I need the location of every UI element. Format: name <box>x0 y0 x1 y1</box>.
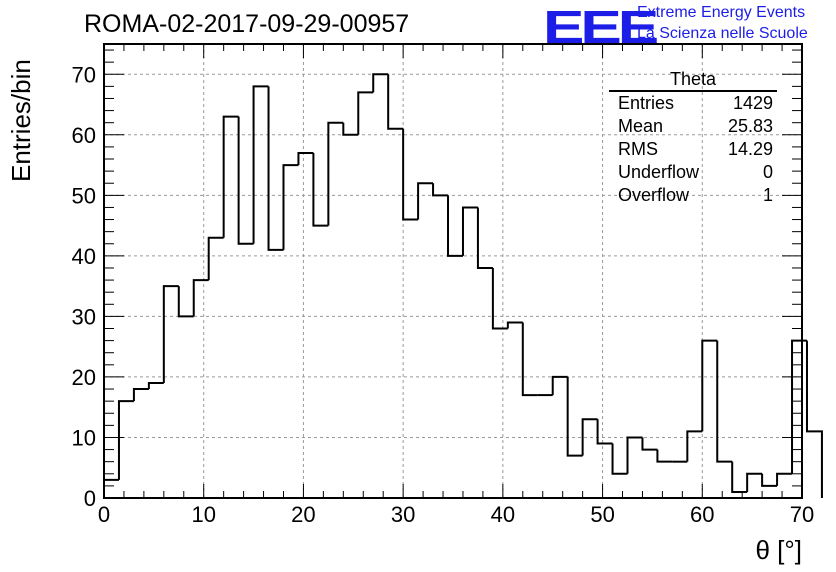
histogram-bin <box>641 437 658 451</box>
histogram-bin <box>147 381 164 390</box>
histogram-bin <box>342 122 359 136</box>
stats-row-mean: Mean 25.83 <box>609 115 777 138</box>
histogram-bin <box>372 73 389 93</box>
y-tick-label: 20 <box>72 365 96 390</box>
histogram-bin <box>581 418 598 456</box>
histogram-bin <box>731 461 748 493</box>
stats-label: Overflow <box>618 185 690 205</box>
stats-row-underflow: Underflow 0 <box>609 161 777 184</box>
histogram-bin <box>805 340 823 498</box>
histogram-bin <box>177 286 194 318</box>
brand-line-2: La Scienza nelle Scuole <box>637 25 808 42</box>
stats-row-overflow: Overflow 1 <box>609 184 777 207</box>
histogram-bin <box>626 436 643 474</box>
x-tick-label: 30 <box>391 502 415 527</box>
histogram-bin <box>611 443 628 475</box>
histogram-bin <box>252 85 269 244</box>
stats-label: Entries <box>618 93 675 113</box>
histogram-bin <box>312 152 329 227</box>
histogram-bin <box>566 376 583 457</box>
histogram-bin <box>551 375 568 396</box>
histogram-bin <box>357 91 374 135</box>
eee-logo: EEE <box>543 1 659 53</box>
histogram-bin <box>461 206 478 256</box>
stats-row-rms: RMS 14.29 <box>609 138 777 161</box>
histogram-bin <box>521 322 538 397</box>
y-tick-label: 40 <box>72 244 96 269</box>
stats-value: 14.29 <box>727 139 773 159</box>
stats-value: 25.83 <box>727 116 773 136</box>
y-axis-label: Entries/bin <box>6 59 36 182</box>
histogram-bin <box>686 430 703 462</box>
x-tick-label: 40 <box>491 502 515 527</box>
stats-label: Mean <box>618 116 664 136</box>
stats-label: Underflow <box>618 162 700 182</box>
x-tick-label: 60 <box>690 502 714 527</box>
histogram-bin <box>791 339 807 474</box>
y-tick-label: 30 <box>72 304 96 329</box>
x-axis-label: θ [°] <box>755 535 802 565</box>
x-tick-label: 20 <box>291 502 315 527</box>
plot-frame <box>103 43 803 499</box>
histogram-bin <box>207 236 224 281</box>
histogram-bin <box>447 195 463 257</box>
histogram-bin <box>192 279 209 317</box>
histogram-bin <box>417 182 434 220</box>
histogram-bin <box>132 388 149 402</box>
histogram-bin <box>476 207 493 269</box>
histogram-bin <box>506 321 523 329</box>
x-tick-label: 70 <box>790 502 814 527</box>
histogram-bin <box>491 267 508 330</box>
histogram-bin <box>776 472 793 486</box>
histogram-bin <box>701 339 718 432</box>
stats-value: 0 <box>762 162 773 182</box>
stats-title: Theta <box>609 68 777 92</box>
y-tick-label: 0 <box>84 486 96 511</box>
histogram-bin <box>387 74 404 130</box>
histogram-bin <box>716 340 733 463</box>
histogram-bin <box>656 449 673 463</box>
x-tick-label: 50 <box>590 502 614 527</box>
x-tick-label: 10 <box>191 502 215 527</box>
y-tick-label: 60 <box>72 123 96 148</box>
stats-label: RMS <box>618 139 658 159</box>
histogram-bin <box>596 419 613 445</box>
stats-box: Theta Entries 1429 Mean 25.83 RMS 14.29 … <box>609 68 777 207</box>
stats-value: 1429 <box>732 93 773 113</box>
stats-row-entries: Entries 1429 <box>609 92 777 115</box>
y-tick-label: 70 <box>72 62 96 87</box>
stats-value: 1 <box>762 185 773 205</box>
y-tick-label: 10 <box>72 425 96 450</box>
histogram-bin <box>761 473 778 487</box>
histogram-bin <box>267 86 284 251</box>
histogram-bin <box>117 400 134 480</box>
brand-line-1: Extreme Energy Events <box>637 4 806 21</box>
histogram-bin <box>327 121 344 226</box>
histogram-bin <box>746 472 763 492</box>
histogram-bin <box>237 116 254 245</box>
x-tick-label: 0 <box>98 502 110 527</box>
histogram-bin <box>432 183 449 197</box>
histogram-bin <box>222 115 239 238</box>
run-title: ROMA-02-2017-09-29-00957 <box>84 10 410 38</box>
y-tick-label: 50 <box>72 183 96 208</box>
histogram-bin <box>103 478 119 498</box>
histogram-bin <box>402 128 419 221</box>
histogram-bin <box>297 151 314 166</box>
histogram-bin <box>282 164 299 250</box>
histogram-bin <box>162 285 179 383</box>
